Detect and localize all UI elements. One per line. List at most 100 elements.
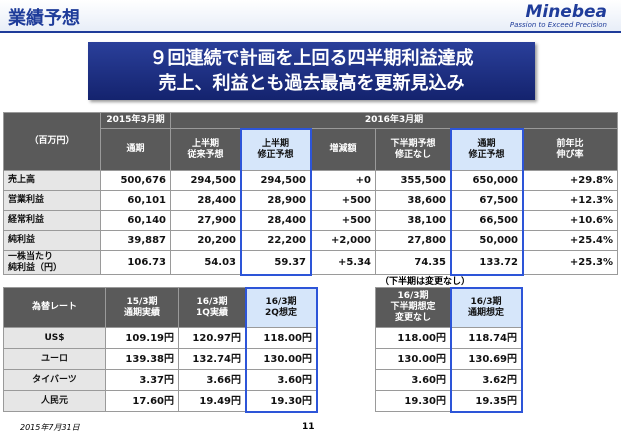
cell-text: タイバーツ (32, 374, 77, 385)
value-cell: 28,400 (240, 210, 311, 231)
value-cell: +29.8% (522, 170, 618, 191)
column-header: 16/3期 1Q実績 (178, 287, 246, 328)
cell-text: 133.72 (479, 257, 518, 268)
value-cell: 19.49円 (178, 390, 246, 412)
value-cell: +25.3% (522, 250, 618, 275)
value-cell: 132.74円 (178, 348, 246, 370)
cell-text: （百万円） (29, 136, 75, 146)
value-cell: 54.03 (170, 250, 241, 275)
cell-text: 1Q実績 (196, 307, 228, 318)
header-cell: 2016年3月期 (170, 112, 618, 129)
value-cell: 130.00円 (375, 348, 451, 370)
cell-text: 為替レート (31, 302, 77, 312)
cell-text: 純利益（円） (8, 262, 63, 273)
row-label: 経常利益 (3, 210, 101, 231)
cell-text: 修正なし (394, 149, 431, 160)
value-cell: 22,200 (240, 230, 311, 251)
cell-text: 2Q想定 (265, 307, 297, 318)
value-cell: 50,000 (450, 230, 523, 251)
cell-text: +0 (355, 175, 371, 186)
column-header: 16/3期 2Q想定 (245, 287, 317, 328)
cell-text: 60,101 (127, 195, 166, 206)
cell-text: 16/3期 (196, 296, 228, 307)
cell-text: 修正予想 (257, 149, 294, 160)
note: （下半期は変更なし） (380, 277, 471, 287)
value-cell: 74.35 (375, 250, 451, 275)
value-cell: 28,900 (240, 190, 311, 211)
value-cell: 500,676 (100, 170, 171, 191)
cell-text: 16/3期 (397, 291, 429, 301)
cell-text: 伸び率 (556, 149, 584, 160)
value-cell: 67,500 (450, 190, 523, 211)
cell-text: 109.19円 (125, 332, 174, 344)
cell-text: 19.30円 (270, 395, 312, 407)
cell-text: +10.6% (569, 215, 613, 226)
column-header: 通期 (100, 128, 171, 171)
cell-text: 294,500 (260, 175, 306, 186)
value-cell: 130.69円 (450, 348, 522, 370)
value-cell: 118.00円 (245, 327, 317, 349)
value-cell: 3.60円 (245, 369, 317, 391)
cell-text: 上半期 (261, 138, 289, 149)
title-bar (0, 0, 621, 33)
cell-text: 3.60円 (411, 374, 446, 386)
cell-text: 売上高 (8, 175, 36, 185)
value-cell: +10.6% (522, 210, 618, 231)
cell-text: +2,000 (330, 235, 371, 246)
cell-text: 60,140 (127, 215, 166, 226)
value-cell: 650,000 (450, 170, 523, 191)
value-cell: 27,800 (375, 230, 451, 251)
column-header: 増減額 (310, 128, 376, 171)
row-label: 営業利益 (3, 190, 101, 211)
cell-text: 38,100 (407, 215, 446, 226)
column-header: 16/3期 下半期想定 変更なし (375, 287, 451, 328)
value-cell: 60,140 (100, 210, 171, 231)
logo: Minebea (525, 2, 607, 22)
row-label: 純利益 (3, 230, 101, 251)
column-header: 15/3期 通期実績 (105, 287, 179, 328)
column-header: 通期 修正予想 (450, 128, 523, 171)
cell-text: 650,000 (472, 175, 518, 186)
value-cell: 66,500 (450, 210, 523, 231)
cell-text: 3.66円 (206, 374, 241, 386)
cell-text: 38,600 (407, 195, 446, 206)
value-cell: 133.72 (450, 250, 523, 275)
cell-text: US$ (44, 332, 65, 343)
cell-text: +5.34 (337, 257, 371, 268)
value-cell: +0 (310, 170, 376, 191)
value-cell: +500 (310, 210, 376, 231)
cell-text: 通期想定 (467, 307, 504, 318)
cell-text: 54.03 (204, 257, 236, 268)
value-cell: 20,200 (170, 230, 241, 251)
cell-text: 28,400 (197, 195, 236, 206)
value-cell: 106.73 (100, 250, 171, 275)
value-cell: 109.19円 (105, 327, 179, 349)
tagline: Passion to Exceed Precision (509, 21, 607, 29)
cell-text: 27,900 (197, 215, 236, 226)
cell-text: 16/3期 (470, 296, 502, 307)
cell-text: 2016年3月期 (364, 115, 424, 125)
cell-text: 28,400 (267, 215, 306, 226)
cell-text: 人民元 (40, 395, 68, 406)
value-cell: 3.62円 (450, 369, 522, 391)
value-cell: +5.34 (310, 250, 376, 275)
value-cell: 39,887 (100, 230, 171, 251)
cell-text: 16/3期 (265, 296, 297, 307)
cell-text: 294,500 (190, 175, 236, 186)
header-cell: 為替レート (3, 287, 106, 328)
cell-text: 118.00円 (263, 332, 312, 344)
cell-text: 59.37 (274, 257, 306, 268)
value-cell: 294,500 (240, 170, 311, 191)
value-cell: 38,100 (375, 210, 451, 231)
cell-text: 66,500 (479, 215, 518, 226)
cell-text: 17.60円 (132, 395, 174, 407)
value-cell: 118.00円 (375, 327, 451, 349)
cell-text: 39,887 (127, 235, 166, 246)
banner: ９回連続で計画を上回る四半期利益達成 売上、利益とも過去最高を更新見込み (88, 42, 535, 100)
value-cell: 19.30円 (375, 390, 451, 412)
cell-text: 営業利益 (8, 195, 45, 205)
value-cell: 59.37 (240, 250, 311, 275)
cell-text: 106.73 (127, 257, 166, 268)
cell-text: 50,000 (479, 235, 518, 246)
